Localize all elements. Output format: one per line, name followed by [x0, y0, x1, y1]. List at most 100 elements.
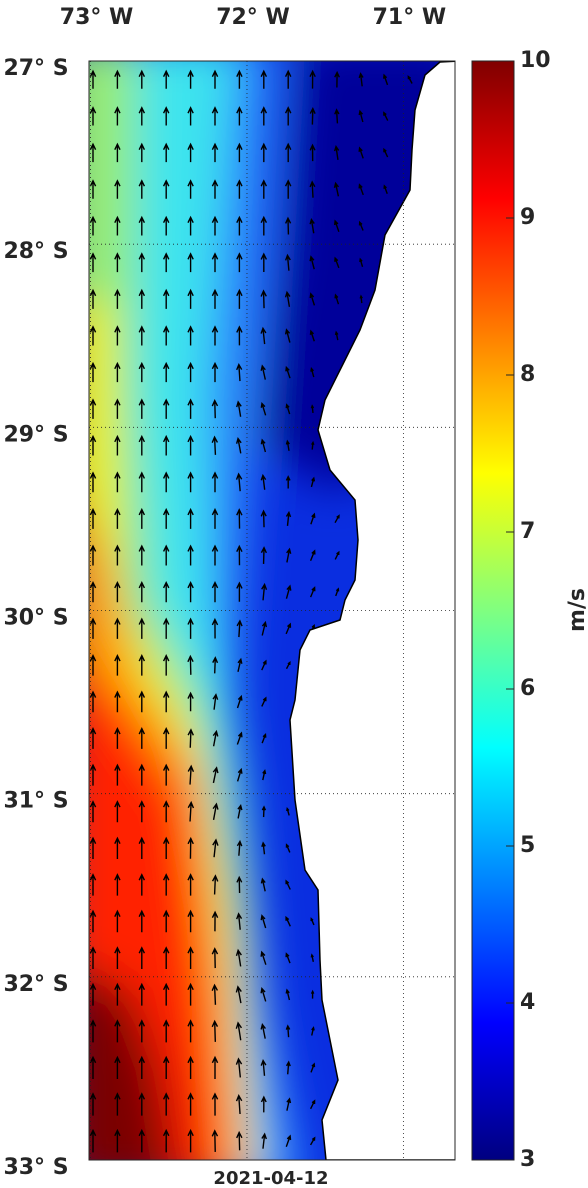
wind-arrow [309, 107, 316, 125]
y-tick-label: 32° S [3, 972, 68, 997]
wind-arrow [187, 728, 194, 748]
wind-arrow [114, 727, 121, 749]
wind-arrow [236, 619, 243, 638]
wind-arrow [162, 252, 170, 273]
wind-arrow [114, 507, 121, 529]
y-tick-label: 27° S [3, 56, 68, 81]
wind-arrow [212, 729, 219, 747]
wind-arrow [89, 873, 97, 896]
wind-arrow [358, 72, 364, 87]
wind-arrow [114, 69, 121, 89]
wind-arrow [310, 512, 316, 525]
wind-arrow [162, 1055, 170, 1080]
wind-arrow [114, 434, 121, 456]
wind-arrow [162, 654, 170, 676]
wind-arrow [138, 580, 146, 603]
wind-arrow [89, 544, 97, 566]
wind-arrow [310, 1062, 316, 1073]
wind-arrow [162, 909, 170, 933]
wind-arrow [211, 361, 219, 383]
wind-arrow [235, 472, 243, 492]
wind-arrow [333, 181, 340, 197]
wind-arrow [358, 220, 364, 231]
wind-arrow [89, 690, 97, 713]
wind-arrow [211, 252, 219, 273]
wind-arrow [333, 144, 340, 160]
wind-arrow [162, 982, 170, 1006]
wind-arrow [235, 1057, 243, 1078]
wind-arrow [89, 507, 97, 529]
wind-arrow [211, 1092, 219, 1116]
wind-arrow [285, 1060, 291, 1075]
wind-arrow [260, 473, 267, 490]
wind-arrow [187, 434, 194, 456]
wind-arrow [114, 179, 121, 199]
wind-arrow [162, 690, 170, 713]
wind-arrow [260, 546, 268, 564]
wind-arrow [310, 476, 316, 488]
wind-arrow [260, 252, 268, 272]
wind-arrow [187, 361, 194, 383]
wind-arrow [89, 946, 97, 969]
wind-arrow [114, 836, 121, 859]
wind-arrow [162, 215, 170, 236]
wind-arrow [285, 915, 291, 927]
wind-arrow [260, 326, 267, 345]
wind-arrow [162, 1019, 170, 1043]
y-tick-label: 31° S [3, 789, 68, 814]
wind-arrow [236, 252, 243, 273]
wind-arrow [285, 403, 291, 415]
wind-arrow [284, 253, 291, 271]
colorbar-tick-label: 7 [520, 519, 535, 544]
wind-arrow [138, 325, 146, 346]
wind-arrow [187, 1019, 194, 1043]
wind-arrow [162, 507, 170, 529]
wind-arrow [235, 985, 242, 1004]
wind-arrow [285, 1134, 292, 1147]
wind-arrow [89, 580, 97, 603]
wind-arrow [89, 142, 97, 163]
wind-arrow [309, 180, 316, 198]
wind-arrow [284, 69, 292, 89]
wind-arrow [114, 1055, 121, 1080]
wind-arrow [114, 215, 121, 236]
wind-arrow [114, 1092, 121, 1116]
wind-arrow [187, 764, 195, 785]
wind-arrow [309, 292, 316, 306]
wind-arrow [284, 179, 292, 199]
wind-arrow [260, 509, 267, 528]
wind-arrow [236, 69, 243, 89]
wind-arrow [138, 763, 146, 786]
wind-arrow [236, 142, 243, 163]
wind-arrow [187, 69, 194, 89]
wind-arrow [211, 947, 219, 969]
wind-arrow [236, 400, 242, 417]
colorbar [471, 60, 515, 1161]
wind-arrow [286, 806, 290, 816]
wind-arrow [309, 329, 315, 342]
wind-arrow [211, 435, 219, 455]
wind-arrow [114, 106, 121, 126]
wind-arrow [261, 582, 268, 601]
wind-arrow [237, 657, 243, 672]
wind-arrow [310, 404, 315, 414]
wind-arrow [114, 909, 121, 933]
wind-arrow [114, 142, 121, 163]
wind-arrow [236, 731, 243, 745]
wind-arrow [138, 471, 146, 493]
wind-arrow [212, 693, 219, 710]
wind-arrow [114, 1128, 121, 1153]
wind-arrow [89, 1128, 97, 1153]
wind-arrow [285, 584, 292, 599]
colorbar-tick-label: 4 [520, 990, 535, 1015]
wind-arrow [309, 1099, 316, 1110]
wind-arrow [260, 1023, 266, 1039]
wind-arrow [237, 803, 243, 819]
wind-arrow [236, 106, 243, 126]
wind-arrow [260, 142, 268, 163]
wind-arrow [187, 471, 194, 493]
wind-arrow [114, 654, 121, 676]
wind-arrow [138, 909, 146, 933]
wind-arrow [285, 952, 291, 964]
wind-arrow [260, 69, 268, 89]
